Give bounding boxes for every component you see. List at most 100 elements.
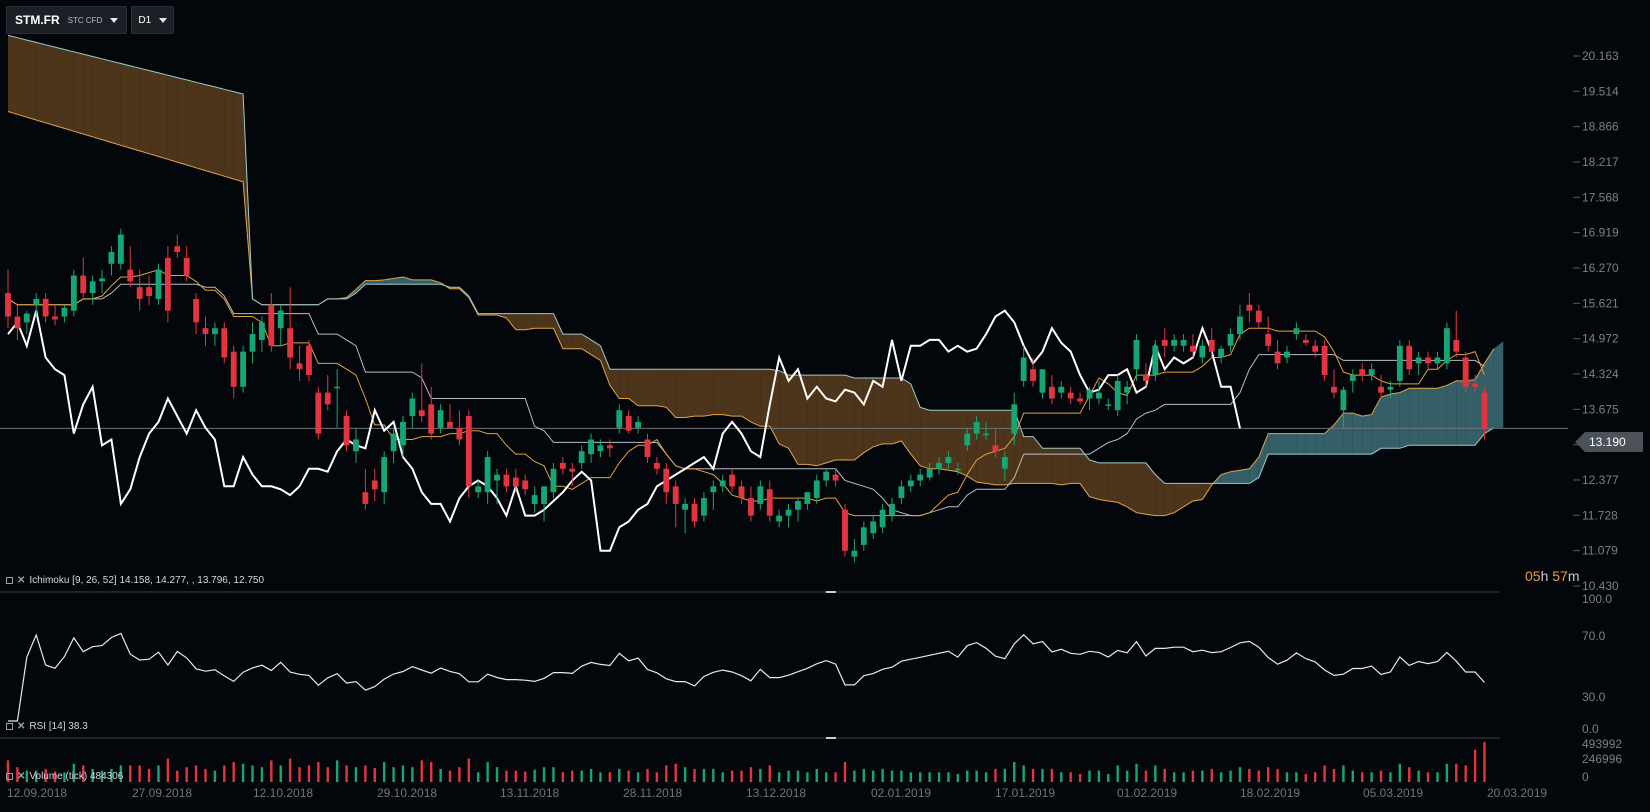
cloud-segment bbox=[45, 44, 56, 126]
candle-body bbox=[362, 492, 369, 504]
volume-bar bbox=[608, 772, 612, 782]
candle-body bbox=[1161, 339, 1168, 346]
volume-bar bbox=[871, 770, 875, 782]
candle-body bbox=[1152, 345, 1159, 376]
candle-body bbox=[428, 404, 435, 434]
price-axis-label: 12.377 bbox=[1582, 473, 1619, 487]
close-icon[interactable]: ✕ bbox=[17, 721, 26, 732]
volume-bar bbox=[260, 767, 264, 782]
cloud-segment bbox=[1145, 462, 1156, 516]
volume-bar bbox=[335, 760, 339, 782]
candle-body bbox=[531, 495, 538, 504]
candle-body bbox=[964, 433, 971, 446]
candle-body bbox=[164, 257, 171, 311]
volume-bar bbox=[721, 772, 724, 782]
settings-icon[interactable] bbox=[6, 773, 13, 780]
cloud-segment bbox=[1080, 448, 1090, 497]
volume-bar bbox=[947, 772, 950, 782]
candle-body bbox=[80, 275, 87, 294]
volume-bar bbox=[72, 763, 76, 782]
volume-bar bbox=[571, 770, 574, 782]
candle-body bbox=[597, 445, 604, 452]
candle-body bbox=[1199, 345, 1206, 358]
candle-body bbox=[541, 486, 547, 504]
volume-bar bbox=[994, 768, 997, 782]
volume-bar bbox=[787, 770, 790, 782]
candle-body bbox=[936, 462, 942, 469]
price-axis-label: 14.972 bbox=[1582, 332, 1619, 346]
price-axis-label: 17.568 bbox=[1582, 190, 1619, 204]
cloud-segment bbox=[562, 334, 573, 349]
volume-bar bbox=[477, 772, 480, 782]
volume-bar bbox=[693, 768, 696, 782]
cloud-segment bbox=[102, 58, 112, 143]
cloud-segment bbox=[1277, 433, 1287, 455]
candle-body bbox=[653, 462, 660, 469]
candle-body bbox=[1086, 389, 1093, 399]
cloud-segment bbox=[1352, 413, 1363, 455]
cloud-segment bbox=[760, 369, 770, 427]
cloud-segment bbox=[120, 63, 131, 149]
rsi-axis-label: 100.0 bbox=[1582, 592, 1612, 606]
timeframe-selector[interactable]: D1 bbox=[131, 6, 175, 34]
cloud-segment bbox=[591, 339, 601, 361]
candle-body bbox=[757, 486, 764, 504]
chevron-down-icon[interactable] bbox=[110, 17, 119, 23]
candle-body bbox=[221, 328, 228, 358]
price-axis-label: 18.866 bbox=[1582, 120, 1619, 134]
cloud-segment bbox=[36, 42, 46, 123]
volume-bar bbox=[100, 770, 104, 782]
candle-body bbox=[1133, 339, 1140, 370]
candle-body bbox=[202, 328, 209, 335]
cloud-segment bbox=[1286, 433, 1297, 455]
volume-bar bbox=[966, 770, 969, 782]
candle-body bbox=[108, 252, 115, 264]
volume-bar bbox=[777, 772, 781, 782]
volume-bar bbox=[1238, 767, 1242, 782]
symbol-selector[interactable]: STM.FR STC CFD bbox=[6, 6, 128, 34]
candle-body bbox=[183, 257, 190, 276]
candle-body bbox=[1321, 345, 1328, 376]
price-axis-label: 13.675 bbox=[1582, 402, 1619, 416]
date-axis-label: 13.11.2018 bbox=[500, 786, 559, 800]
candle-body bbox=[748, 498, 754, 516]
close-icon[interactable]: ✕ bbox=[17, 771, 26, 782]
cloud-segment bbox=[986, 410, 996, 485]
volume-bar bbox=[1351, 770, 1355, 782]
cloud-segment bbox=[196, 82, 206, 171]
settings-icon[interactable] bbox=[6, 723, 13, 730]
candle-body bbox=[1284, 351, 1290, 358]
volume-bar bbox=[834, 772, 837, 782]
candle-body bbox=[1114, 380, 1121, 411]
candle-body bbox=[193, 298, 200, 323]
settings-icon[interactable] bbox=[6, 577, 13, 584]
candle-body bbox=[879, 509, 886, 528]
candle-body bbox=[117, 234, 124, 264]
candle-body bbox=[1302, 339, 1309, 343]
volume-bar bbox=[1464, 765, 1467, 782]
volume-bar bbox=[909, 772, 913, 782]
date-axis-label: 29.10.2018 bbox=[377, 786, 437, 800]
rsi-axis-label: 30.0 bbox=[1582, 690, 1606, 704]
candle-body bbox=[390, 433, 397, 452]
volume-bar bbox=[317, 762, 320, 782]
cloud-segment bbox=[647, 369, 657, 406]
volume-bar bbox=[712, 768, 715, 782]
volume-bar bbox=[138, 765, 141, 782]
volume-bar bbox=[16, 767, 19, 782]
volume-bar bbox=[1445, 763, 1449, 782]
cloud-segment bbox=[1239, 468, 1250, 484]
kijun-sen-line bbox=[7, 283, 1485, 517]
volume-bar bbox=[1172, 772, 1176, 782]
cloud-segment bbox=[609, 369, 620, 399]
candle-body bbox=[1255, 310, 1262, 323]
chevron-down-icon[interactable] bbox=[159, 17, 168, 23]
cloud-segment bbox=[948, 410, 958, 472]
volume-bar bbox=[853, 770, 856, 782]
volume-bar bbox=[1323, 765, 1326, 782]
close-icon[interactable]: ✕ bbox=[17, 575, 26, 586]
cloud-segment bbox=[365, 280, 375, 285]
cloud-segment bbox=[863, 377, 874, 453]
candle-body bbox=[1227, 334, 1234, 346]
